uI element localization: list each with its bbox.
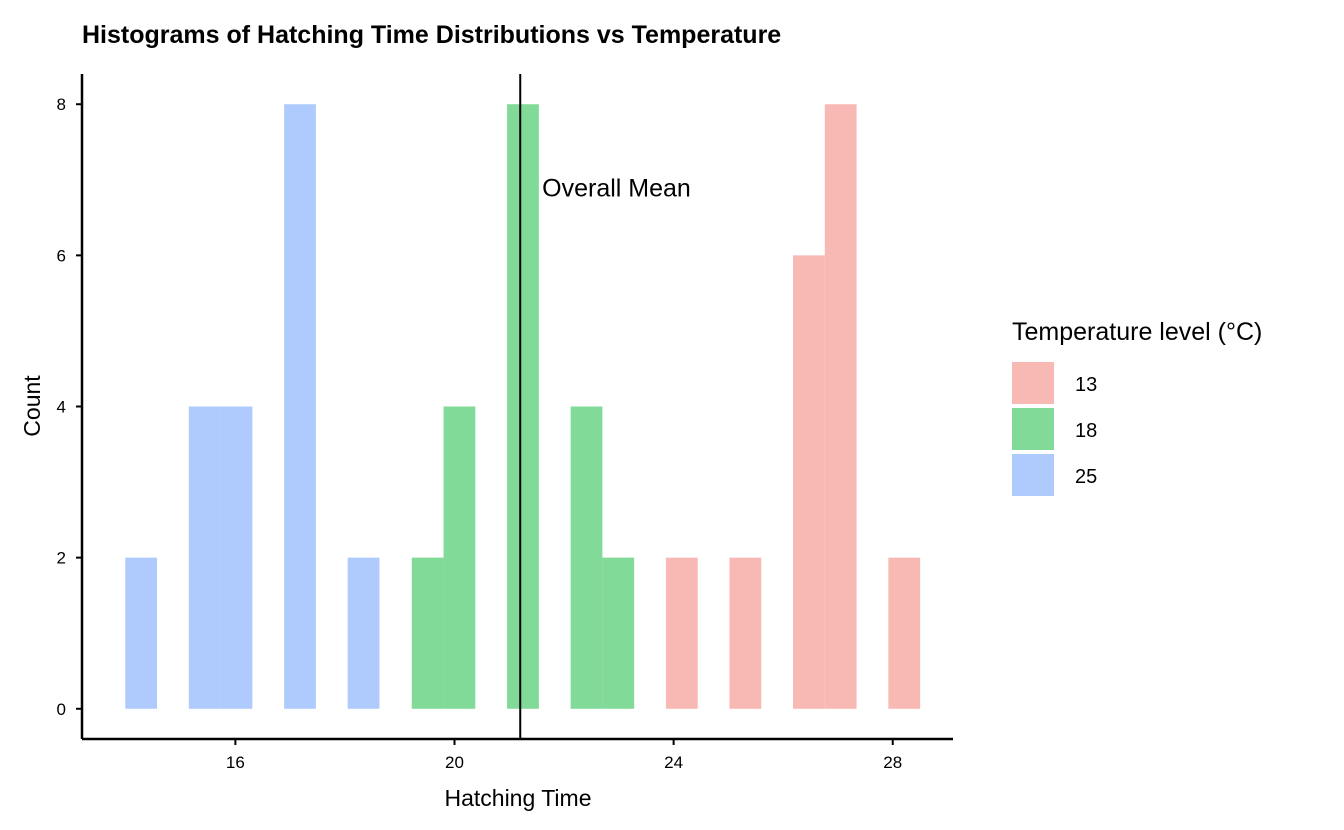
legend-title: Temperature level (°C) — [1012, 318, 1262, 346]
x-axis-title: Hatching Time — [444, 785, 591, 811]
x-tick-label: 24 — [664, 753, 683, 772]
bar-temp-13 — [824, 104, 857, 709]
bar-temp-18 — [602, 557, 635, 709]
bar-temp-25 — [125, 557, 158, 709]
bar-temp-18 — [443, 406, 476, 709]
y-tick-label: 8 — [57, 95, 66, 114]
legend-label-18: 18 — [1075, 420, 1097, 442]
bar-temp-13 — [665, 557, 698, 709]
bar-temp-25 — [220, 406, 253, 709]
plot-area: Overall Mean — [125, 74, 921, 739]
bar-temp-13 — [888, 557, 921, 709]
y-axis-title: Count — [19, 375, 45, 437]
bar-temp-13 — [729, 557, 762, 709]
bar-temp-25 — [347, 557, 380, 709]
bar-temp-25 — [188, 406, 221, 709]
bar-temp-13 — [793, 255, 825, 709]
overall-mean-annotation: Overall Mean — [542, 174, 691, 202]
x-tick-label: 28 — [883, 753, 902, 772]
bar-temp-18 — [507, 104, 539, 709]
bar-temp-18 — [411, 557, 444, 709]
legend-swatch-13 — [1012, 362, 1054, 404]
y-tick-label: 4 — [57, 398, 66, 417]
y-tick-label: 6 — [57, 246, 66, 265]
legend-label-13: 13 — [1075, 374, 1097, 396]
x-tick-label: 16 — [226, 753, 245, 772]
x-tick-label: 20 — [445, 753, 464, 772]
bar-temp-18 — [570, 406, 603, 709]
legend: Temperature level (°C) 13 18 25 — [1012, 318, 1262, 496]
legend-label-25: 25 — [1075, 466, 1097, 488]
bar-temp-25 — [284, 104, 316, 709]
y-tick-label: 2 — [57, 549, 66, 568]
chart-title: Histograms of Hatching Time Distribution… — [82, 21, 781, 49]
y-tick-label: 0 — [57, 700, 66, 719]
legend-swatch-25 — [1012, 454, 1054, 496]
legend-swatch-18 — [1012, 408, 1054, 450]
